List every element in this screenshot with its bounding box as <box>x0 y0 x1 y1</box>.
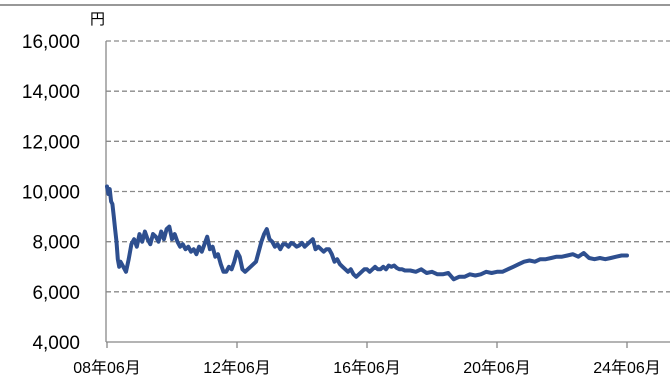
y-tick-label: 14,000 <box>22 82 80 103</box>
x-tick-label: 16年06月 <box>333 359 401 377</box>
y-tick-label: 12,000 <box>22 132 80 153</box>
y-tick-label: 4,000 <box>32 333 80 354</box>
x-tick-label: 24年06月 <box>593 359 661 377</box>
x-tick-label: 20年06月 <box>463 359 531 377</box>
y-tick-label: 8,000 <box>32 233 80 254</box>
x-tick-label: 08年06月 <box>73 359 141 377</box>
series-line <box>105 184 629 282</box>
y-tick-label: 6,000 <box>32 283 80 304</box>
y-tick-label: 10,000 <box>22 183 80 204</box>
x-tick-label: 12年06月 <box>203 359 271 377</box>
y-unit-label: 円 <box>90 11 105 28</box>
y-tick-label: 16,000 <box>22 32 80 53</box>
